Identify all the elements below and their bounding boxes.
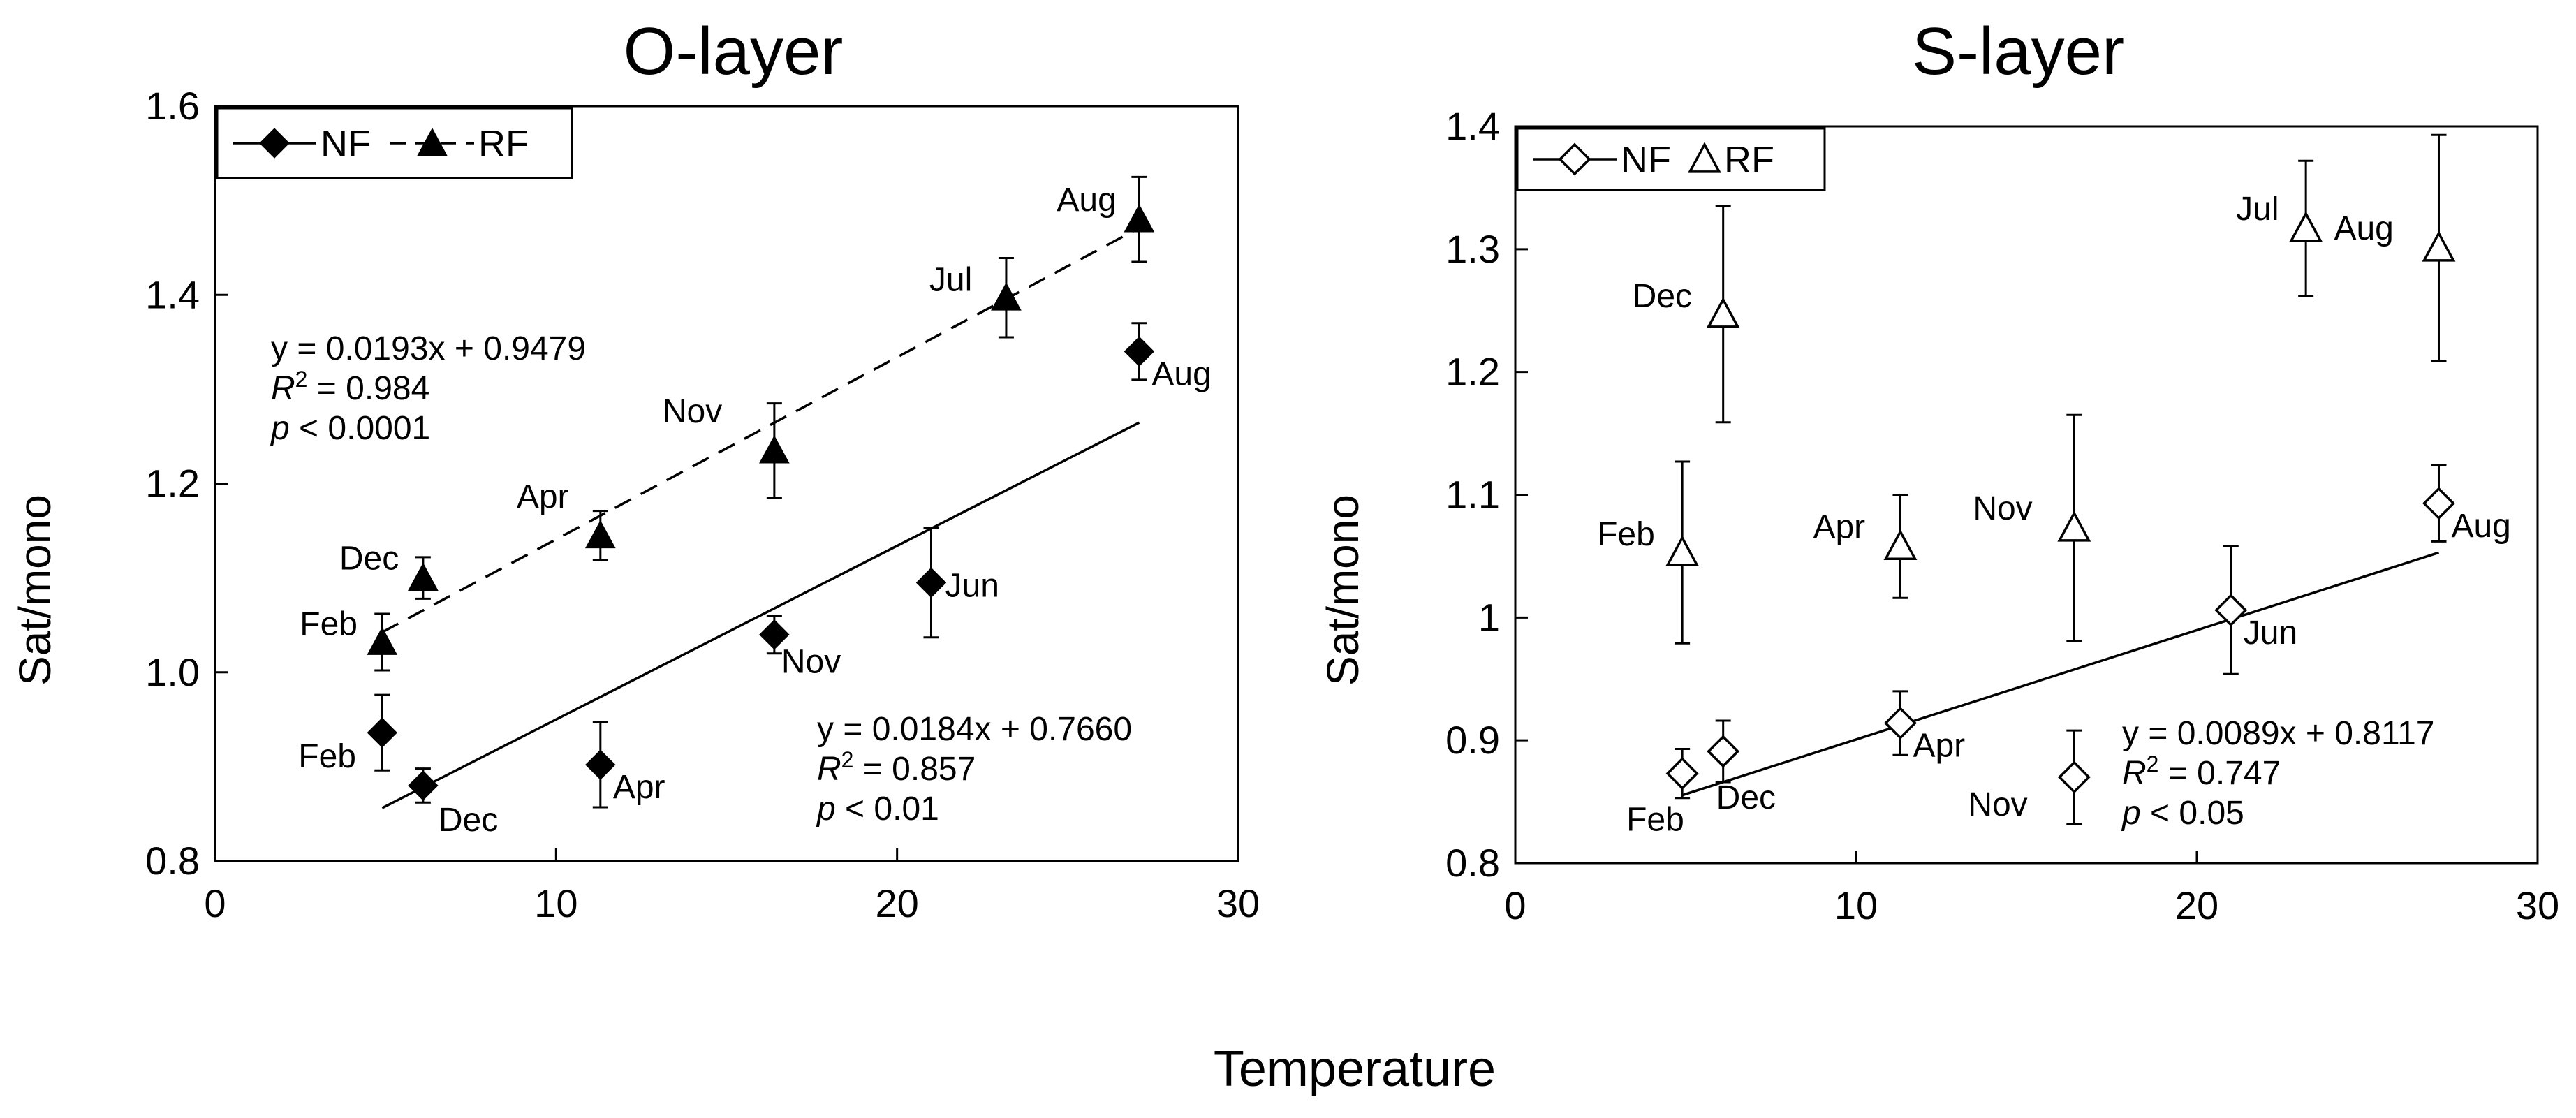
s-layer-rf-point	[1706, 297, 1740, 328]
s-layer-rf-point	[2057, 510, 2091, 542]
o-layer-nf-point-label: Feb	[298, 738, 356, 775]
o-layer-nf-point-label: Apr	[613, 769, 665, 806]
o-layer-rf-point-label: Feb	[300, 606, 358, 643]
s-layer-nf-fit-line	[1681, 551, 2440, 797]
o-layer-marks: 0.8 1.0 1.2 1.4 1.6 0 10 20 30 Feb Dec Apr Nov Jun Aug…	[145, 84, 1260, 925]
s-layer-legend-rf-marker	[1688, 142, 1721, 173]
o-layer-x-tick-label: 0	[204, 881, 226, 925]
s-layer-panel: S-layer Sat/mono 0.8 0.9 1 1.1 1.2 1.3 1.4 0 10 2…	[1318, 14, 2559, 927]
s-layer-y-tick-label: 1.2	[1445, 350, 1500, 394]
o-layer-nf-point-label: Dec	[439, 802, 498, 839]
s-layer-rf-point-label: Feb	[1597, 516, 1655, 553]
o-layer-rf-point	[991, 282, 1022, 311]
s-layer-rf-point-label: Jul	[2236, 191, 2279, 228]
s-layer-rf-point-label: Aug	[2334, 210, 2393, 247]
s-layer-nf-point	[1707, 735, 1740, 768]
o-layer-nf-point	[367, 717, 397, 748]
o-layer-x-tick-label: 10	[534, 881, 577, 925]
s-layer-nf-point-label: Feb	[1626, 802, 1684, 839]
s-layer-nf-point-label: Nov	[1968, 786, 2027, 823]
s-layer-rf-point	[1665, 535, 1700, 566]
s-layer-nf-point-label: Apr	[1913, 728, 1965, 765]
s-layer-legend-nf-label: NF	[1621, 139, 1671, 181]
o-layer-panel: O-layer Sat/mono 0.8 1.0 1.2 1.4 1.6 0 10 20 30 F…	[10, 14, 1260, 925]
s-layer-nf-point-label: Jun	[2244, 615, 2297, 652]
o-layer-rf-point-label: Dec	[339, 540, 399, 578]
s-layer-legend-rf-label: RF	[1724, 139, 1774, 181]
o-layer-rf-equation: y = 0.0193x + 0.9479	[271, 330, 586, 367]
s-layer-rf-point	[2289, 211, 2323, 242]
s-layer-rf-point-label: Dec	[1633, 278, 1692, 315]
o-layer-legend-nf-label: NF	[321, 123, 371, 165]
s-layer-y-tick-label: 1	[1478, 595, 1500, 639]
o-layer-title: O-layer	[624, 14, 844, 89]
s-layer-x-tick-label: 30	[2516, 883, 2559, 927]
o-layer-y-tick-label: 1.0	[145, 650, 200, 694]
s-layer-rf-point-label: Apr	[1813, 508, 1865, 545]
o-layer-y-tick-label: 1.2	[145, 462, 200, 506]
s-layer-y-tick-label: 0.9	[1445, 718, 1500, 762]
o-layer-rf-point	[367, 626, 398, 655]
s-layer-nf-point-label: Dec	[1716, 779, 1776, 816]
o-layer-y-tick-label: 1.4	[145, 272, 200, 316]
o-layer-nf-point-label: Nov	[781, 644, 841, 681]
o-layer-rf-point-label: Apr	[517, 478, 569, 515]
o-layer-legend-nf-marker	[259, 128, 290, 159]
o-layer-rf-point-label: Jul	[929, 261, 972, 298]
o-layer-legend-rf-label: RF	[478, 123, 529, 165]
o-layer-nf-p-value: p < 0.01	[816, 790, 939, 828]
o-layer-rf-point-label: Nov	[663, 393, 722, 430]
o-layer-legend-rf-marker	[417, 127, 448, 156]
o-layer-nf-point	[759, 619, 790, 650]
s-layer-nf-point	[2422, 487, 2455, 520]
s-layer-rf-point	[1883, 529, 1918, 560]
o-layer-x-tick-label: 30	[1216, 881, 1260, 925]
s-layer-x-tick-label: 0	[1504, 883, 1526, 927]
s-layer-legend-nf-marker	[1558, 142, 1591, 176]
o-layer-x-tick-label: 20	[876, 881, 919, 925]
o-layer-nf-point	[585, 749, 616, 780]
s-layer-title: S-layer	[1912, 14, 2124, 89]
s-layer-nf-point	[2214, 594, 2248, 627]
o-layer-rf-point-label: Aug	[1057, 182, 1116, 219]
s-layer-rf-point-label: Nov	[1973, 490, 2032, 527]
o-layer-rf-fit-line	[381, 226, 1140, 633]
s-layer-x-tick-label: 10	[1834, 883, 1878, 927]
s-layer-nf-equation: y = 0.0089x + 0.8117	[2122, 715, 2434, 752]
s-layer-nf-point-label: Aug	[2451, 508, 2510, 545]
s-layer-nf-p-value: p < 0.05	[2121, 795, 2244, 832]
o-layer-rf-p-value: p < 0.0001	[270, 410, 430, 447]
s-layer-y-tick-label: 0.8	[1445, 841, 1500, 885]
s-layer-rf-point	[2422, 230, 2456, 262]
o-layer-nf-equation: y = 0.0184x + 0.7660	[817, 711, 1132, 748]
o-layer-y-tick-label: 1.6	[145, 84, 200, 128]
o-layer-rf-point	[1124, 204, 1155, 233]
o-layer-rf-point	[408, 562, 439, 591]
s-layer-nf-r-squared: R2 = 0.747	[2122, 751, 2281, 792]
o-layer-rf-point	[759, 435, 790, 464]
o-layer-nf-point	[1124, 336, 1155, 367]
s-layer-y-tick-label: 1.1	[1445, 473, 1500, 517]
s-layer-nf-point	[1665, 757, 1699, 790]
s-layer-nf-point	[2057, 760, 2091, 794]
s-layer-marks: 0.80.911.11.21.31.40 10 20 30FebDecAprNovJu…	[1445, 104, 2559, 927]
s-layer-nf-point	[1883, 707, 1917, 740]
o-layer-y-tick-label: 0.8	[145, 839, 200, 883]
o-layer-nf-point	[408, 770, 439, 801]
o-layer-nf-fit-line	[381, 421, 1140, 809]
o-layer-nf-point-label: Aug	[1151, 355, 1211, 392]
o-layer-rf-point	[584, 520, 616, 549]
o-layer-nf-point	[915, 567, 947, 598]
s-layer-y-axis-label: Sat/mono	[1318, 494, 1368, 686]
s-layer-y-tick-label: 1.4	[1445, 104, 1500, 148]
figure-x-axis-label: Temperature	[1214, 1041, 1496, 1097]
o-layer-nf-r-squared: R2 = 0.857	[817, 747, 976, 788]
o-layer-nf-point-label: Jun	[945, 567, 999, 604]
s-layer-x-tick-label: 20	[2175, 883, 2218, 927]
o-layer-y-axis-label: Sat/mono	[10, 494, 60, 686]
o-layer-rf-r-squared: R2 = 0.984	[271, 367, 429, 407]
s-layer-y-tick-label: 1.3	[1445, 227, 1500, 271]
